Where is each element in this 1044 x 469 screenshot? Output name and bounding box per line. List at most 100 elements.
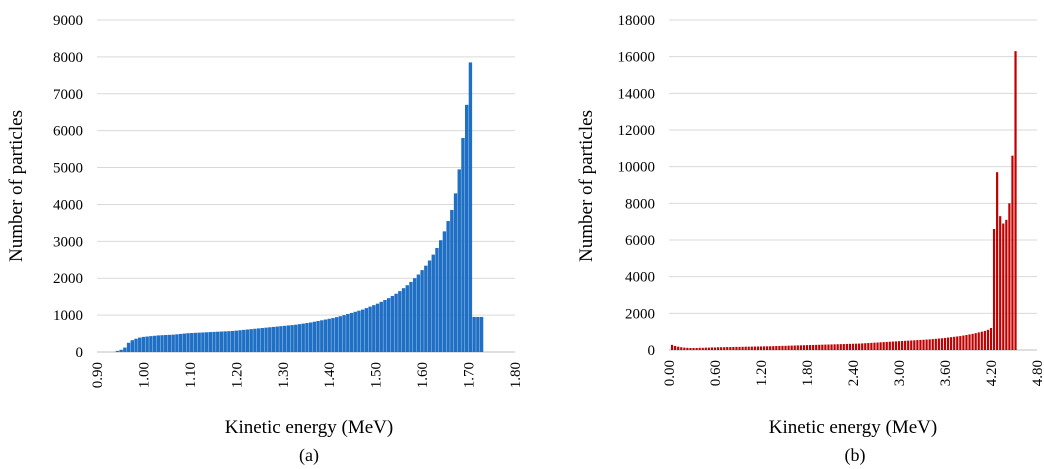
bar (818, 344, 821, 350)
bar (126, 342, 131, 352)
bar (271, 326, 276, 352)
bar (424, 265, 428, 352)
bar (245, 329, 250, 352)
bar (178, 333, 183, 352)
bar (962, 335, 965, 350)
bar (342, 315, 346, 352)
bar (1002, 223, 1005, 350)
bar (965, 334, 968, 350)
bar (854, 343, 858, 350)
bar (1014, 51, 1017, 351)
x-tick-label: 0.90 (90, 362, 106, 388)
panel-label: (a) (299, 445, 319, 466)
bar (175, 334, 179, 352)
bar (723, 347, 726, 350)
bar (891, 341, 894, 350)
panel-label: (b) (845, 445, 866, 466)
bar (680, 347, 683, 350)
x-axis-title: Kinetic energy (MeV) (225, 417, 393, 438)
bar (956, 336, 959, 350)
bar (141, 336, 146, 352)
bar (980, 331, 983, 350)
bar (305, 323, 309, 352)
y-tick-label: 16000 (618, 50, 656, 66)
y-tick-label: 4000 (53, 197, 83, 213)
bar (438, 240, 443, 352)
x-tick-label: 4.20 (984, 360, 1000, 386)
bar (364, 308, 369, 352)
bar (1011, 155, 1014, 350)
bar (756, 346, 760, 350)
x-tick-label: 0.60 (708, 360, 724, 386)
bar (353, 311, 357, 352)
bar (149, 336, 153, 352)
bar (953, 336, 956, 350)
bar (186, 333, 190, 352)
bar (900, 341, 904, 350)
bar (836, 344, 839, 350)
y-tick-label: 8000 (625, 196, 655, 212)
bar (922, 339, 925, 350)
y-tick-label: 2000 (625, 306, 655, 322)
bar (799, 345, 802, 350)
bar (468, 62, 473, 353)
bar (931, 339, 934, 350)
bar (420, 270, 424, 352)
x-tick-label: 1.80 (800, 360, 816, 386)
y-axis-title: Number of particles (6, 110, 27, 262)
bar (851, 343, 855, 350)
x-tick-label: 1.70 (462, 362, 478, 388)
bar (904, 340, 907, 350)
bar (864, 343, 867, 350)
bar (230, 330, 235, 352)
bar (968, 334, 971, 350)
bar (766, 346, 769, 350)
bar (472, 316, 476, 352)
bar (216, 331, 220, 352)
bar (769, 346, 772, 350)
x-tick-label: 1.50 (369, 362, 385, 388)
bar (894, 341, 898, 350)
bar (744, 346, 747, 350)
bar (268, 327, 272, 352)
bar (360, 309, 365, 352)
bar (781, 345, 784, 350)
bar (264, 327, 268, 352)
bar (885, 341, 888, 350)
bar (707, 347, 710, 350)
x-tick-label: 0.00 (662, 360, 678, 386)
bar (134, 338, 138, 352)
bar (867, 343, 870, 350)
bar (227, 331, 231, 352)
bar (845, 343, 848, 350)
bar (971, 333, 974, 350)
y-tick-label: 10000 (618, 160, 656, 176)
y-tick-label: 12000 (618, 123, 656, 139)
bar (416, 274, 421, 352)
x-tick-label: 2.40 (846, 360, 862, 386)
bar (907, 340, 910, 350)
bar (989, 328, 993, 350)
bar (778, 345, 781, 350)
y-tick-label: 6000 (53, 124, 83, 140)
bar (815, 344, 818, 350)
bar (882, 342, 885, 350)
y-tick-label: 2000 (53, 271, 83, 287)
bar (386, 298, 391, 352)
bar (974, 333, 977, 350)
bar (858, 343, 861, 350)
bar (940, 338, 944, 350)
bar (204, 332, 209, 352)
bar (138, 337, 142, 352)
bar (234, 330, 239, 352)
y-tick-label: 3000 (53, 234, 83, 250)
x-tick-label: 1.10 (183, 362, 199, 388)
bar (1008, 203, 1011, 350)
bar (992, 229, 996, 350)
bar (242, 329, 246, 352)
bar (710, 347, 714, 350)
bar (331, 318, 335, 352)
bar (435, 247, 439, 352)
bar (152, 335, 157, 352)
bar (368, 306, 372, 352)
